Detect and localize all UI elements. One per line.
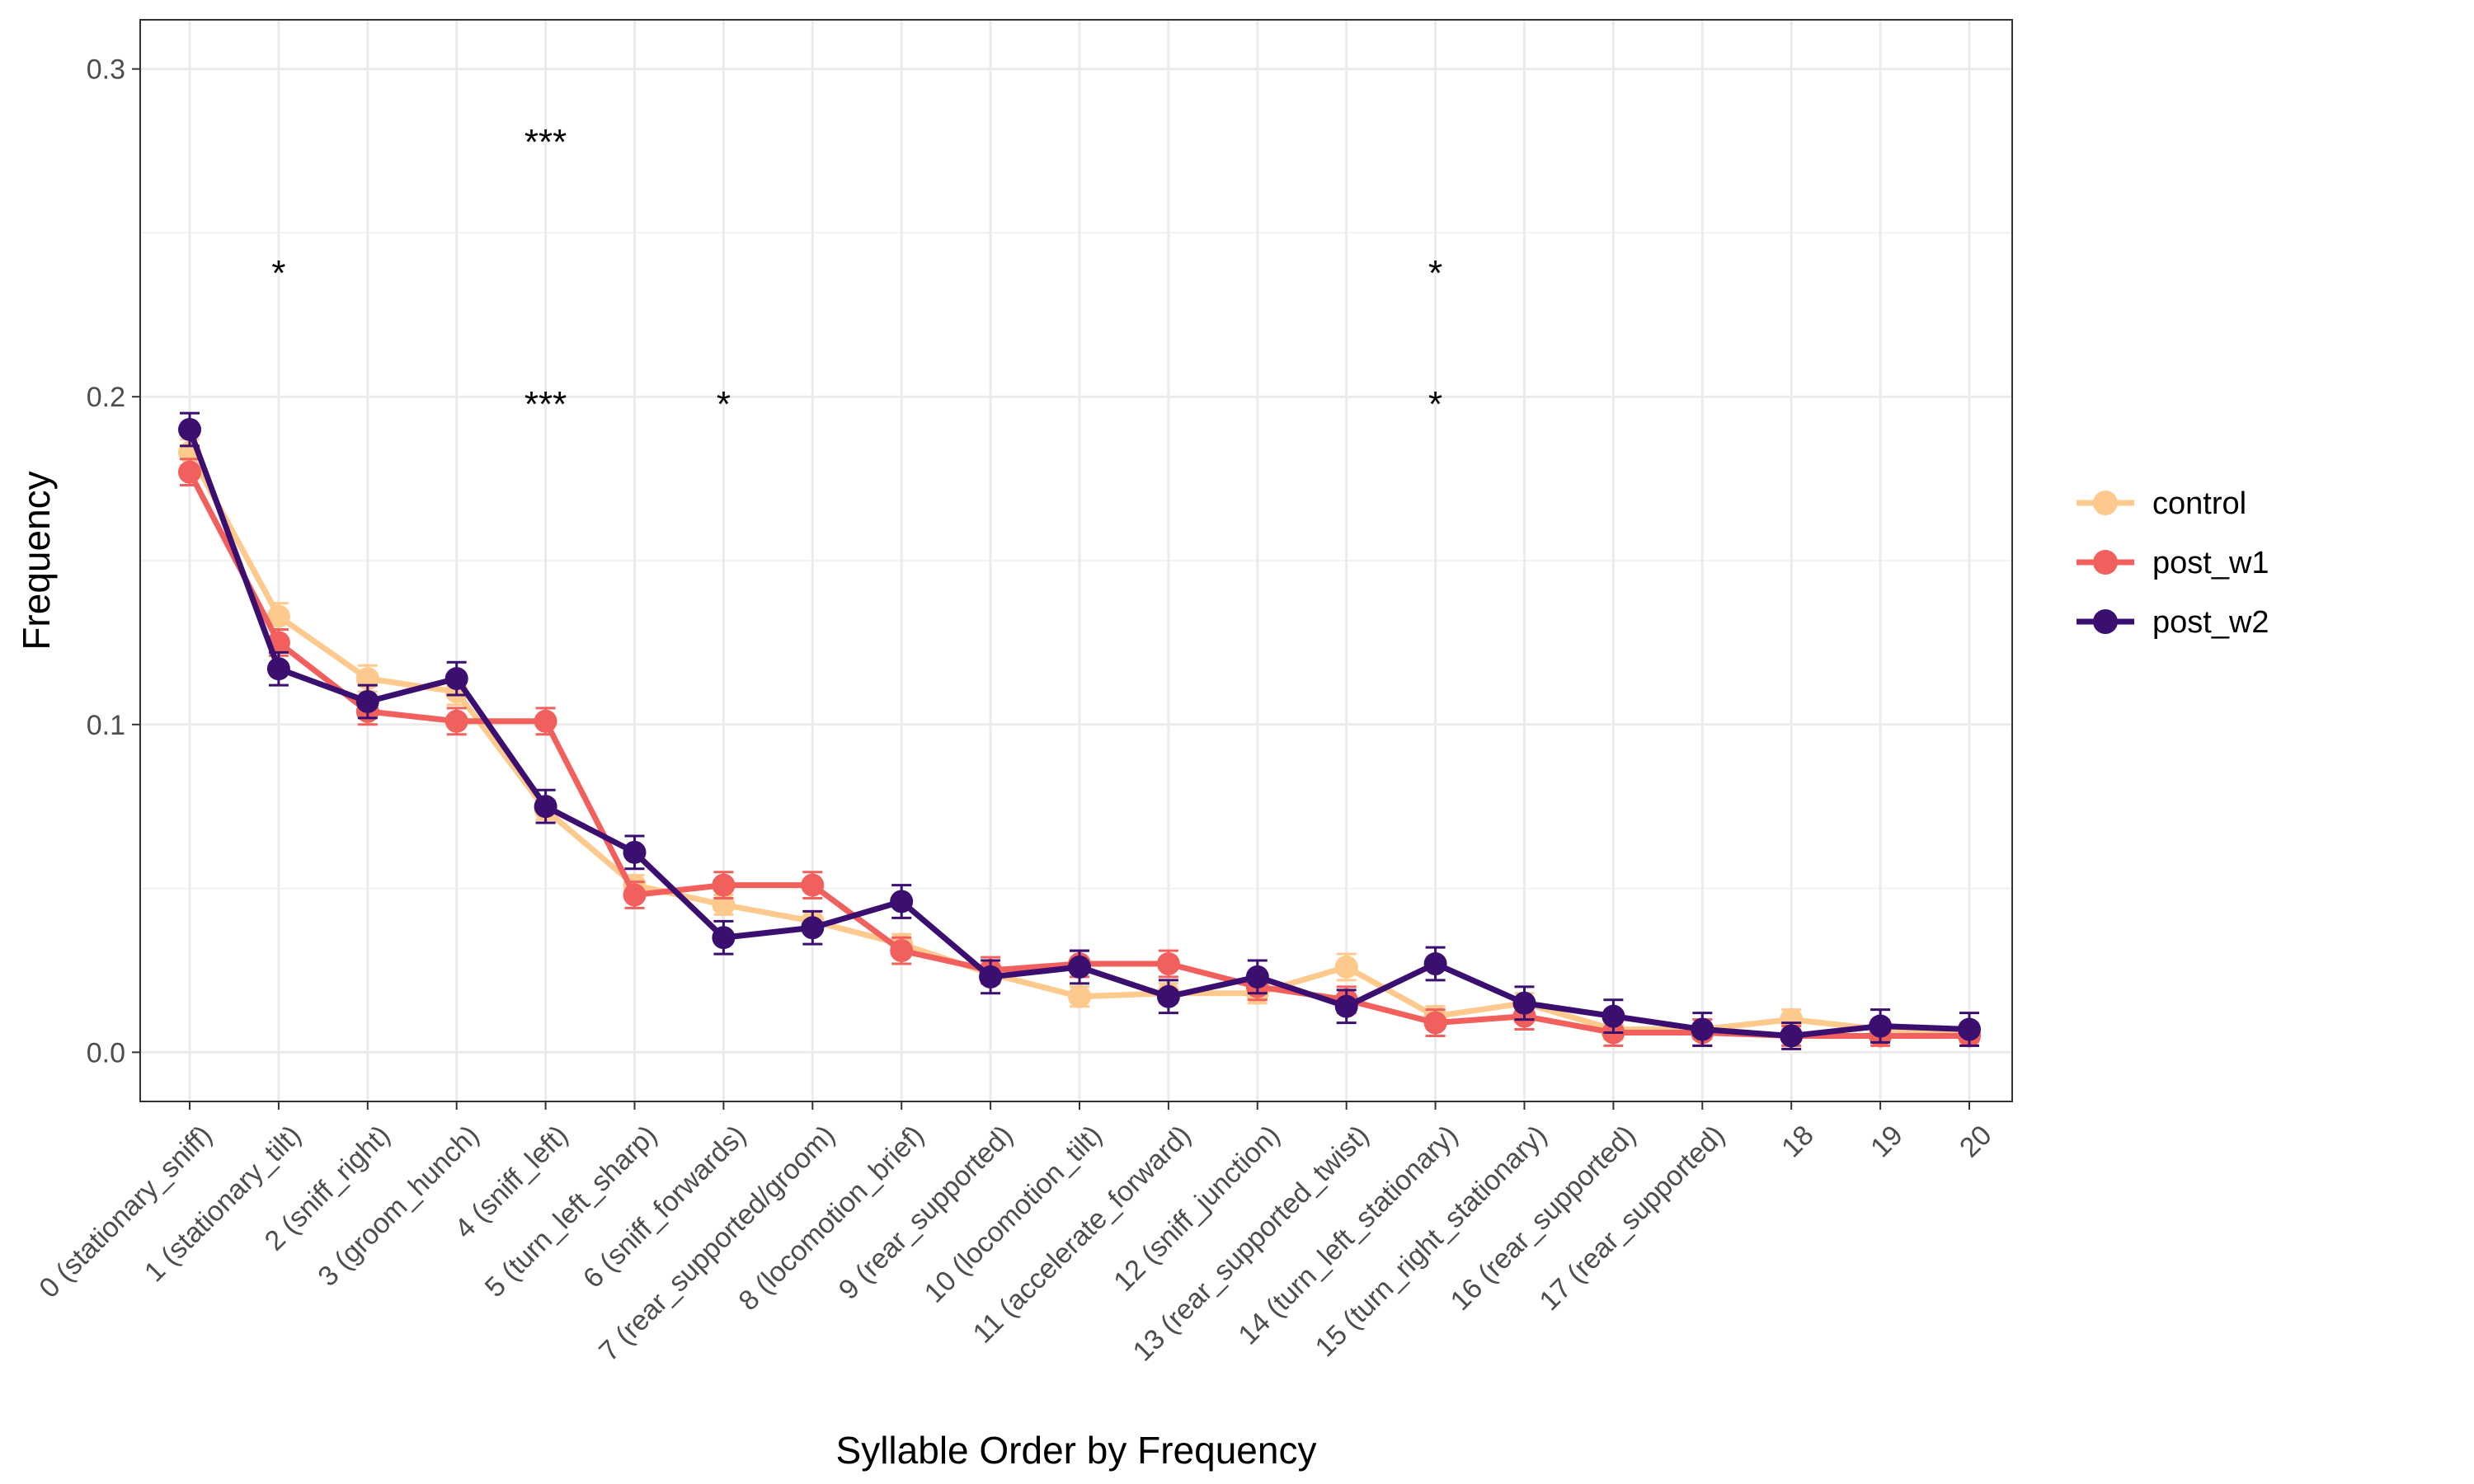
data-point	[1691, 1017, 1714, 1041]
significance-annotations: ******* ***	[271, 122, 1442, 425]
grid-lines	[140, 20, 2012, 1101]
legend-label: control	[2152, 486, 2246, 521]
data-point	[1780, 1024, 1804, 1048]
data-point	[1245, 965, 1269, 989]
legend-item-control: control	[2077, 486, 2246, 521]
significance-marker: *	[1428, 253, 1442, 294]
legend-key-point	[2093, 491, 2118, 515]
data-point	[1869, 1014, 1893, 1038]
data-point	[801, 873, 825, 897]
data-point	[623, 840, 647, 864]
data-point	[534, 795, 557, 819]
data-point	[534, 709, 557, 733]
y-tick-label: 0.1	[87, 710, 125, 741]
data-point	[266, 604, 290, 628]
y-tick-label: 0.0	[87, 1037, 125, 1068]
data-point	[1156, 952, 1180, 976]
legend-label: post_w1	[2152, 546, 2269, 580]
data-point	[712, 926, 736, 950]
data-point	[801, 916, 825, 940]
legend-item-post_w1: post_w1	[2077, 546, 2269, 580]
series-post_w2	[178, 411, 1981, 1050]
data-point	[1334, 994, 1358, 1018]
data-point	[444, 667, 468, 691]
significance-marker: ***	[524, 384, 567, 425]
significance-marker: *	[717, 384, 731, 425]
data-point	[1512, 991, 1536, 1015]
data-point	[890, 890, 914, 913]
data-point	[1958, 1017, 1981, 1041]
legend-item-post_w2: post_w2	[2077, 605, 2269, 640]
data-point	[355, 689, 379, 713]
plot-panel-border	[139, 19, 2013, 1102]
data-point	[1068, 984, 1091, 1008]
data-point	[444, 709, 468, 733]
data-point	[266, 657, 290, 681]
data-point	[1423, 952, 1447, 976]
data-point	[1068, 955, 1091, 979]
data-point	[1156, 984, 1180, 1008]
legend: control post_w1 post_w2	[2077, 486, 2269, 640]
x-axis-title: Syllable Order by Frequency	[836, 1429, 1317, 1472]
data-point	[1602, 1004, 1625, 1028]
significance-marker: *	[1428, 384, 1442, 425]
data-point	[712, 873, 736, 897]
legend-key-point	[2093, 609, 2118, 634]
y-tick-label: 0.3	[87, 54, 125, 86]
significance-marker: *	[271, 253, 285, 294]
y-tick-label: 0.2	[87, 382, 125, 413]
y-axis-title: Frequency	[15, 471, 58, 650]
data-point	[1423, 1011, 1447, 1035]
significance-marker: ***	[524, 122, 567, 162]
legend-key-point	[2093, 550, 2118, 575]
data-point	[1334, 955, 1358, 979]
data-point	[178, 417, 201, 441]
series-group	[178, 411, 1981, 1050]
legend-label: post_w2	[2152, 605, 2269, 640]
data-point	[623, 883, 647, 907]
data-point	[979, 965, 1003, 989]
data-point	[178, 460, 201, 484]
data-point	[890, 939, 914, 963]
